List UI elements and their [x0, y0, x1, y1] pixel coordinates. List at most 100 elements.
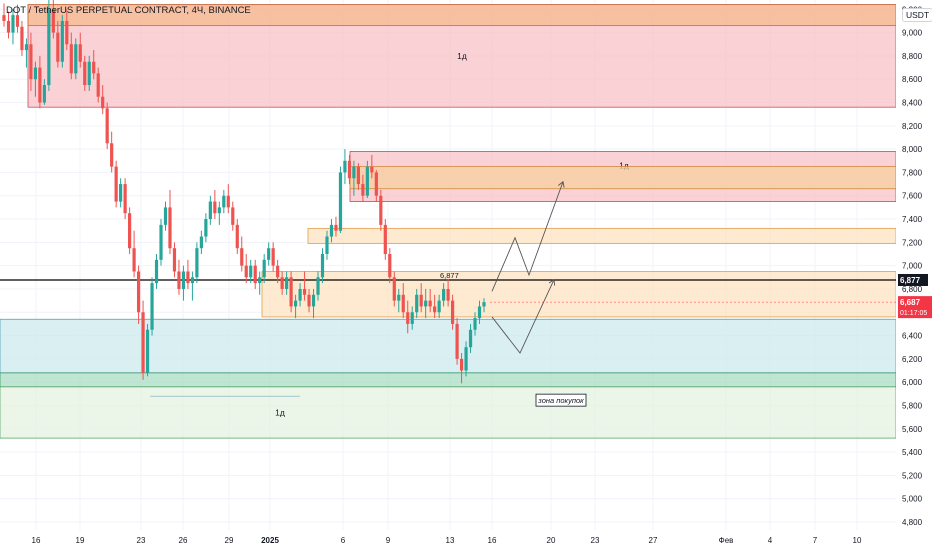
projection-path: [491, 181, 564, 292]
price-tick-label: 5,600: [902, 425, 923, 434]
candle-body: [181, 271, 186, 289]
price-tick-label: 8,600: [902, 75, 923, 84]
candle-body: [65, 20, 69, 45]
candle-body: [388, 254, 392, 278]
candle-body: [33, 67, 38, 80]
price-zone: [307, 227, 897, 244]
price-zone: [0, 318, 897, 374]
candle-body: [365, 166, 369, 196]
price-tick-label: 8,800: [902, 52, 923, 61]
time-tick-label: 7: [813, 536, 818, 545]
price-zone: [0, 386, 897, 439]
candle-body: [204, 219, 208, 237]
buy-zone-annotation-text: зона покупок: [537, 396, 584, 405]
projection-arrowhead: [548, 278, 556, 286]
candle-body: [51, 9, 55, 33]
candle-body: [213, 201, 217, 214]
price-tick-label: 9,000: [902, 29, 923, 38]
candle-body: [56, 32, 60, 62]
candle-body: [47, 9, 51, 86]
candle-body: [415, 294, 419, 313]
price-tick-label: 6,000: [902, 378, 923, 387]
current-price-tag: [898, 296, 932, 319]
candle-body: [347, 160, 352, 179]
candle-body: [329, 224, 334, 237]
candle-body: [136, 271, 141, 313]
time-tick-label: 16: [488, 536, 497, 545]
zone-label: 1д: [619, 160, 629, 170]
time-tick-label: 23: [137, 536, 146, 545]
candle-body: [383, 224, 387, 254]
candle-body: [69, 44, 73, 74]
price-tick-label: 7,600: [902, 192, 923, 201]
candle-body: [177, 271, 181, 289]
candle-body: [302, 288, 307, 295]
time-tick-label: 13: [446, 536, 455, 545]
candle-body: [450, 300, 455, 324]
candle-body: [325, 236, 329, 254]
candle-body: [128, 213, 132, 249]
candle-body: [168, 207, 172, 249]
price-tick-label: 7,800: [902, 168, 923, 177]
currency-unit-label[interactable]: USDT: [902, 8, 932, 22]
candle-body: [20, 26, 24, 51]
candles-series: [2, 0, 486, 384]
candle-body: [119, 184, 123, 202]
price-axis[interactable]: 9,2009,0008,8008,6008,4008,2008,0007,800…: [896, 0, 932, 530]
candle-body: [105, 108, 109, 144]
price-tick-label: 6,400: [902, 332, 923, 341]
candle-body: [459, 358, 464, 371]
annotations: зона покупок: [150, 393, 587, 407]
price-tick-label: 7,400: [902, 215, 923, 224]
candle-body: [24, 44, 29, 51]
candle-body: [141, 312, 145, 373]
candle-body: [199, 236, 203, 249]
candle-body: [311, 294, 316, 307]
candle-body: [468, 329, 473, 348]
time-tick-label: 27: [649, 536, 658, 545]
candle-body: [11, 15, 15, 33]
time-axis[interactable]: 16 19 23 26 29 2025 6 9 13 16 20 23 27 Фев 4 7 10: [0, 530, 932, 550]
level-price-tag: [898, 273, 928, 286]
buy-zone-annotation-box: [535, 393, 587, 407]
level-price-tag-text: 6,877: [900, 276, 921, 285]
price-tick-label: 5,200: [902, 471, 923, 480]
time-tick-label: 4: [768, 536, 773, 545]
candle-body: [258, 277, 262, 284]
candle-body: [222, 195, 226, 208]
candle-body: [240, 248, 244, 266]
candle-body: [280, 277, 284, 289]
candle-body: [145, 329, 150, 373]
candle-body: [154, 259, 159, 284]
candle-body: [29, 44, 33, 80]
candle-body: [419, 294, 423, 307]
current-price-countdown: 01:17:05: [900, 310, 927, 317]
candle-body: [195, 248, 199, 278]
candle-body: [262, 259, 266, 278]
candle-body: [2, 15, 6, 21]
candle-body: [298, 288, 302, 301]
price-axis-bg: [896, 0, 932, 530]
time-tick-label: 2025: [261, 536, 279, 545]
candle-body: [361, 184, 365, 196]
projection-paths[interactable]: [491, 180, 565, 354]
candle-body: [74, 44, 78, 74]
time-tick-label: 16: [32, 536, 41, 545]
candle-body: [60, 20, 64, 62]
price-tick-label: 6,800: [902, 285, 923, 294]
candle-body: [38, 67, 42, 103]
price-tick-label: 5,400: [902, 448, 923, 457]
candle-body: [276, 265, 280, 278]
candle-body: [379, 195, 383, 225]
candle-body: [132, 248, 136, 272]
candle-body: [231, 207, 235, 225]
chart-title: DOT / TetherUS PERPETUAL CONTRACT, 4Ч, B…: [6, 5, 251, 16]
candle-body: [437, 300, 441, 313]
candle-body: [401, 294, 405, 313]
candle-body: [477, 306, 482, 319]
candle-body: [464, 347, 468, 371]
candle-body: [307, 294, 311, 307]
price-tick-label: 7,200: [902, 238, 923, 247]
time-tick-label: 19: [76, 536, 85, 545]
